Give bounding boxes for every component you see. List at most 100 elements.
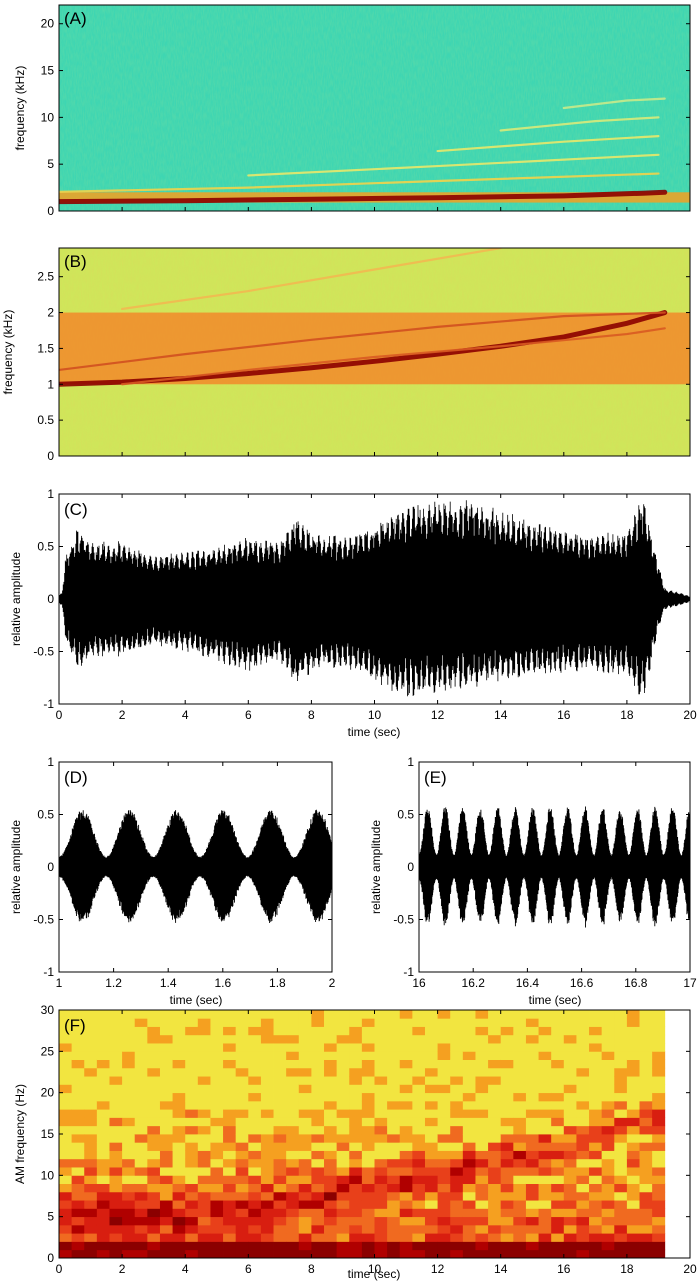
heatmap-cell [387, 1191, 401, 1201]
heatmap-cell [248, 1208, 262, 1218]
heatmap-cell [424, 1224, 438, 1234]
heatmap-cell [626, 1051, 640, 1060]
heatmap-cell [96, 1100, 110, 1110]
heatmap-cell [601, 1067, 615, 1077]
heatmap-cell [324, 1067, 338, 1077]
heatmap-cell [336, 1249, 350, 1258]
heatmap-cell [601, 1059, 615, 1069]
panel-e-xlabel: time (sec) [529, 993, 582, 1007]
heatmap-cell [273, 1026, 287, 1036]
heatmap-cell [513, 1026, 527, 1036]
heatmap-cell [387, 1067, 401, 1077]
heatmap-cell [450, 1084, 464, 1094]
heatmap-cell [147, 1034, 161, 1044]
heatmap-cell [248, 1200, 262, 1209]
heatmap-cell [172, 1051, 186, 1060]
heatmap-cell [412, 1034, 426, 1044]
heatmap-cell [349, 1200, 363, 1209]
panel-a-harmonic-6 [562, 97, 666, 110]
heatmap-cell [59, 1026, 73, 1036]
heatmap-cell [412, 1216, 426, 1226]
heatmap-cell [488, 1076, 502, 1085]
heatmap-cell [399, 1109, 413, 1118]
heatmap-cell [71, 1200, 85, 1209]
heatmap-cell [311, 1224, 325, 1234]
heatmap-cell [197, 1241, 211, 1251]
heatmap-cell [551, 1109, 565, 1118]
heatmap-cell [122, 1026, 136, 1036]
heatmap-cell [626, 1067, 640, 1077]
panel-f-ytick-label-0: 0 [47, 1251, 54, 1265]
heatmap-cell [525, 1175, 539, 1184]
heatmap-cell [59, 1142, 73, 1151]
heatmap-cell [223, 1076, 237, 1085]
heatmap-cell [576, 1134, 590, 1143]
heatmap-cell [59, 1167, 73, 1176]
heatmap-cell [412, 1067, 426, 1077]
heatmap-cell [311, 1034, 325, 1044]
heatmap-cell [563, 1167, 577, 1176]
heatmap-cell [210, 1092, 224, 1102]
panel-e-ylabel: relative amplitude [369, 820, 383, 914]
heatmap-cell [475, 1134, 489, 1143]
heatmap-cell [387, 1026, 401, 1036]
heatmap-cell [576, 1125, 590, 1135]
heatmap-cell [475, 1010, 489, 1019]
heatmap-cell [462, 1010, 476, 1019]
panel-a-traces [59, 97, 690, 205]
heatmap-cell [59, 1092, 73, 1102]
heatmap-cell [589, 1208, 603, 1218]
heatmap-cell [374, 1150, 388, 1160]
heatmap-cell [462, 1142, 476, 1151]
heatmap-cell [475, 1241, 489, 1251]
heatmap-cell [437, 1233, 451, 1242]
heatmap-cell [185, 1183, 199, 1193]
heatmap-cell [589, 1067, 603, 1077]
heatmap-cell [71, 1026, 85, 1036]
heatmap-cell [525, 1208, 539, 1218]
heatmap-cell [109, 1043, 123, 1052]
heatmap-cell [59, 1125, 73, 1135]
heatmap-cell [324, 1043, 338, 1052]
heatmap-cell [525, 1167, 539, 1176]
heatmap-cell [462, 1150, 476, 1160]
heatmap-cell [361, 1216, 375, 1226]
heatmap-cell [399, 1034, 413, 1044]
heatmap-cell [159, 1018, 173, 1027]
heatmap-cell [260, 1100, 274, 1110]
heatmap-cell [538, 1117, 552, 1127]
heatmap-cell [197, 1067, 211, 1077]
heatmap-cell [84, 1142, 98, 1151]
heatmap-cell [223, 1100, 237, 1110]
heatmap-cell [147, 1051, 161, 1060]
panel-f-ytick-label-6: 30 [41, 1003, 55, 1017]
heatmap-cell [324, 1233, 338, 1242]
heatmap-cell [298, 1109, 312, 1118]
panel-f-xtick-label-0: 0 [56, 1262, 63, 1276]
heatmap-cell [437, 1142, 451, 1151]
heatmap-cell [399, 1026, 413, 1036]
heatmap-cell [235, 1167, 249, 1176]
heatmap-cell [311, 1067, 325, 1077]
panel-b: 00.511.522.5 (B) frequency (kHz) [1, 247, 691, 463]
heatmap-cell [273, 1034, 287, 1044]
heatmap-cell [59, 1084, 73, 1094]
heatmap-cell [122, 1224, 136, 1234]
heatmap-cell [159, 1084, 173, 1094]
heatmap-cell [223, 1084, 237, 1094]
heatmap-cell [172, 1026, 186, 1036]
heatmap-cell [336, 1059, 350, 1069]
heatmap-cell [147, 1175, 161, 1184]
heatmap-cell [601, 1183, 615, 1193]
heatmap-cell [639, 1158, 653, 1168]
heatmap-cell [437, 1076, 451, 1085]
panel-d-xtick-label-5: 2 [329, 976, 336, 990]
heatmap-cell [437, 1167, 451, 1176]
heatmap-cell [424, 1059, 438, 1069]
heatmap-cell [59, 1067, 73, 1077]
heatmap-cell [59, 1117, 73, 1127]
heatmap-cell [551, 1084, 565, 1094]
heatmap-cell [311, 1117, 325, 1127]
heatmap-cell [336, 1233, 350, 1242]
